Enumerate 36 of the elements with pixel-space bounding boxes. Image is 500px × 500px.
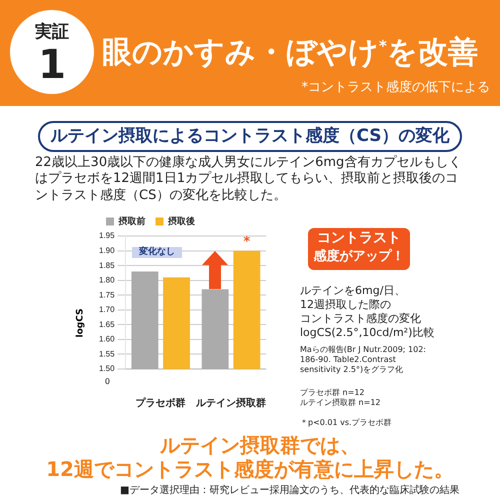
text: プラセボ群 n=12 ルテイン摂取群 n=12	[300, 388, 382, 408]
text: ＊p<0.01 vs.プラセボ群	[300, 418, 393, 428]
text: 0	[104, 377, 110, 387]
text: コントラスト感度の変化	[300, 312, 422, 326]
y-tick-label: 1.95	[98, 231, 116, 240]
y-tick-label: 1.75	[98, 290, 116, 300]
chart-title: 眼のかすみ・ぼやけ$^{*}$を改善	[102, 34, 478, 72]
y-tick-label: 1.65	[98, 320, 116, 329]
x-tick-label: プラセボ群	[136, 396, 186, 409]
text: コントラスト	[316, 230, 402, 248]
text: 12週摂取した際の	[300, 298, 392, 312]
text: 22歳以上30歳以下の健康な成人男女にルテイン6mg含有カプセルもしくはプラセボを12週間1日1カプセル摂取してもらい、摂取前と摂取後のコントラスト感度（CS）の変化を比較した。	[35, 155, 462, 204]
text: 実証	[34, 22, 70, 44]
text: 1	[37, 41, 67, 90]
legend-label: 摂取後	[167, 216, 196, 226]
text: ルテインを6mg/日、	[300, 284, 406, 298]
y-tick-label: 1.60	[98, 334, 116, 344]
y-axis-title: logCS	[75, 308, 86, 338]
annotation: *	[243, 234, 250, 250]
text: 12週でコントラスト感度が有意に上昇した。	[45, 457, 455, 482]
y-tick-label: 1.85	[98, 260, 116, 270]
chart-subtitle: ルテイン摂取によるコントラスト感度（CS）の変化	[38, 121, 462, 152]
text: logCS(2.5°,10cd/m²)比較	[300, 326, 436, 340]
y-tick-label: 1.50	[98, 364, 116, 374]
text: ルテイン摂取群では、	[159, 433, 361, 458]
y-tick-label: 1.70	[98, 305, 116, 314]
text: *コントラスト感度の低下による	[300, 80, 490, 96]
x-tick-label: ルテイン摂取群	[195, 396, 266, 409]
text: Maらの報告(Br J Nutr.2009; 102: 186-90. Table2.Contrast sensitivity 2.5°)をグラフ化	[300, 345, 427, 375]
text: 感度がアップ！	[312, 249, 406, 266]
legend-label: 摂取前	[118, 216, 146, 226]
y-tick-label: 1.55	[98, 349, 116, 358]
y-tick-label: 1.80	[98, 276, 116, 285]
y-tick-label: 1.90	[98, 246, 116, 255]
text: ■データ選択理由：研究レビュー採用論文のうち、代表的な臨床試験の結果	[120, 485, 460, 498]
annotation: 変化なし	[132, 247, 182, 258]
